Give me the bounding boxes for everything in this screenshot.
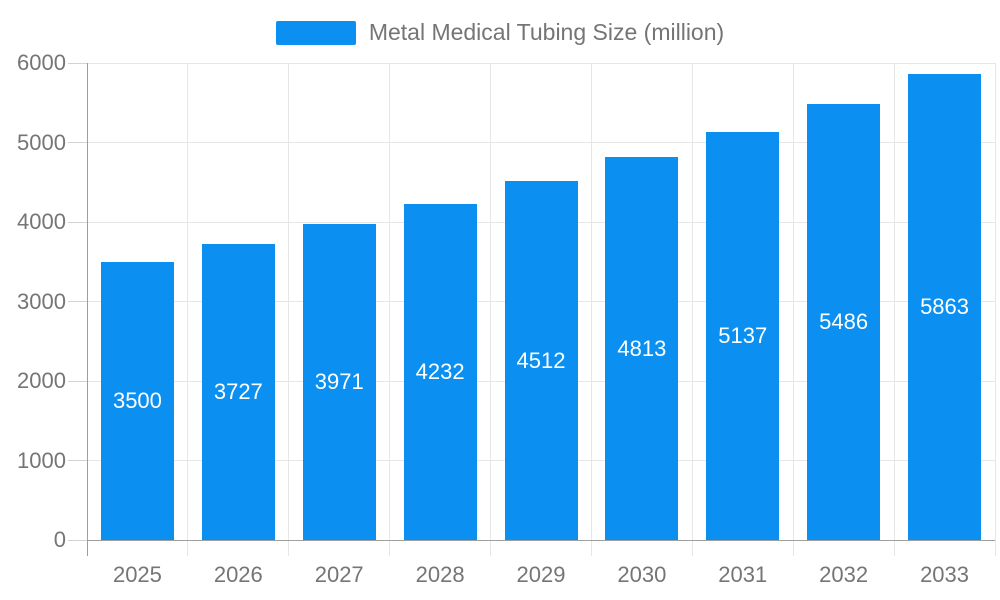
x-axis-tick-label: 2033 — [920, 562, 970, 587]
y-axis-tick-label: 3000 — [17, 288, 66, 314]
bar[interactable]: 3971 — [302, 224, 376, 540]
x-axis-tick-label: 2030 — [617, 562, 667, 587]
x-axis-tick-label: 2028 — [415, 562, 465, 587]
gridline-vertical — [187, 63, 189, 556]
bar-value-label: 4813 — [617, 335, 667, 361]
gridline-horizontal — [87, 62, 995, 64]
bar-value-label: 4512 — [516, 347, 566, 373]
plot-area: 3500 3727 3971 4232 4512 4813 5137 5486 5863 — [68, 62, 996, 556]
bar-value-label: 3971 — [314, 369, 364, 395]
y-axis-tick-label: 6000 — [17, 50, 66, 75]
y-axis-tick — [68, 460, 87, 461]
bar[interactable]: 3500 — [100, 261, 174, 540]
gridline-vertical — [994, 63, 996, 556]
gridline-horizontal — [87, 142, 995, 143]
bar[interactable]: 4232 — [403, 203, 477, 540]
y-axis-tick-label: 5000 — [17, 129, 66, 155]
gridline-vertical — [490, 63, 492, 556]
bar-value-label: 5486 — [819, 308, 869, 334]
y-axis-tick — [68, 539, 87, 541]
x-axis-tick-label: 2027 — [314, 562, 364, 587]
legend-swatch — [275, 20, 356, 45]
bar[interactable]: 4512 — [504, 181, 578, 540]
x-axis-tick-label: 2026 — [213, 562, 263, 587]
gridline-vertical — [288, 63, 290, 556]
y-axis-tick-label: 0 — [53, 527, 66, 552]
y-axis-tick-label: 2000 — [17, 368, 66, 393]
y-axis-tick-label: 1000 — [17, 447, 66, 473]
bar-value-label: 3500 — [112, 387, 162, 413]
bar-value-label: 4232 — [415, 358, 465, 384]
x-axis-tick-label: 2032 — [819, 562, 869, 587]
legend-label: Metal Medical Tubing Size (million) — [368, 19, 725, 45]
y-axis-labels: 0 1000 2000 3000 4000 5000 6000 — [0, 0, 66, 600]
y-axis-tick-label: 4000 — [17, 209, 66, 234]
y-axis-tick — [68, 301, 87, 302]
y-axis-tick — [68, 142, 87, 143]
y-axis-tick — [68, 62, 87, 64]
y-axis-line — [87, 63, 88, 556]
gridline-vertical — [389, 63, 391, 556]
bar[interactable]: 4813 — [605, 157, 679, 540]
x-axis-labels: 2025 2026 2027 2028 2029 2030 2031 2032 2033 — [87, 561, 995, 589]
legend[interactable]: Metal Medical Tubing Size (million) — [0, 19, 1000, 45]
bar-value-label: 3727 — [213, 378, 263, 404]
bar[interactable]: 5863 — [908, 73, 982, 540]
gridline-vertical — [691, 63, 693, 556]
bar[interactable]: 3727 — [201, 243, 275, 540]
bar[interactable]: 5137 — [706, 131, 780, 540]
x-axis-tick-label: 2031 — [718, 562, 768, 587]
y-axis-tick — [68, 380, 87, 382]
gridline-vertical — [792, 63, 794, 556]
bar[interactable]: 5486 — [807, 103, 881, 540]
x-axis-tick-label: 2029 — [516, 562, 566, 587]
bar-value-label: 5137 — [718, 322, 768, 348]
gridline-vertical — [590, 63, 592, 556]
x-axis-line — [87, 539, 995, 541]
bar-value-label: 5863 — [920, 293, 970, 319]
y-axis-tick — [68, 221, 87, 223]
gridline-vertical — [893, 63, 895, 556]
x-axis-tick-label: 2025 — [112, 562, 162, 587]
